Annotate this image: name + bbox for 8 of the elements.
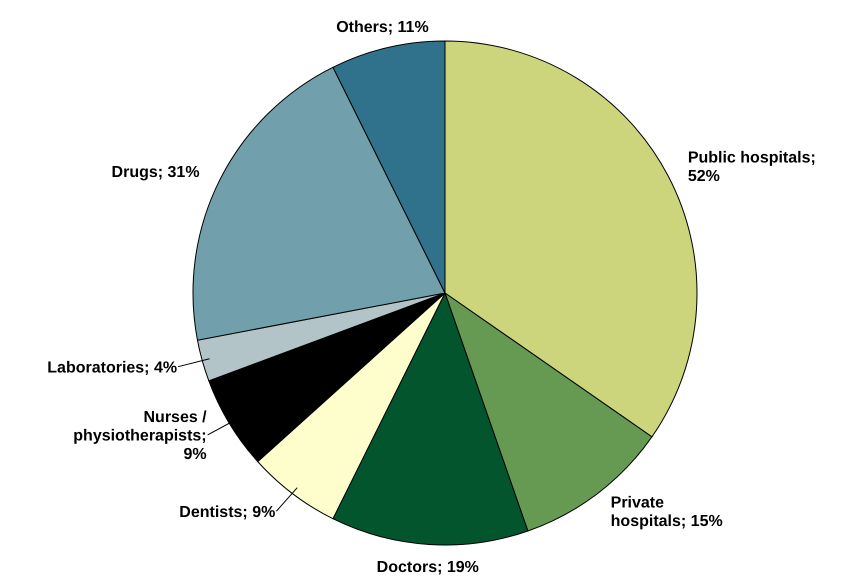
slice-label: Others; 11% — [336, 18, 429, 36]
slice-label: Public hospitals; 52% — [688, 149, 816, 185]
slice-label: Private hospitals; 15% — [610, 494, 723, 530]
slice-label: Drugs; 31% — [112, 164, 200, 181]
slice-label: Laboratories; 4% — [47, 359, 178, 376]
slice-label: Dentists; 9% — [179, 504, 276, 521]
slice-label: Nurses / physiotherapists; 9% — [73, 409, 208, 463]
slice-label: Doctors; 19% — [376, 559, 479, 576]
